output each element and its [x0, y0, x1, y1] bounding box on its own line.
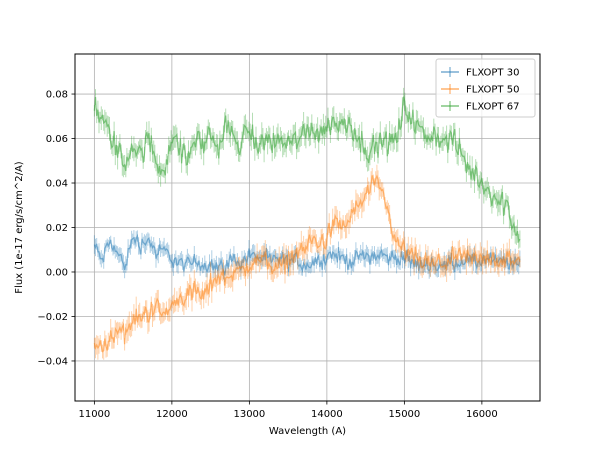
y-tick-label: −0.02 [37, 312, 68, 323]
series-line [93, 96, 521, 244]
y-tick-label: 0.08 [46, 90, 68, 101]
x-tick-label: 12000 [156, 409, 188, 420]
axis-ticks: 11000 12000 13000 14000 15000 16000 −0.04 −0.02… [37, 90, 497, 420]
x-tick-label: 15000 [388, 409, 420, 420]
y-tick-label: 0.06 [46, 134, 68, 145]
x-tick-label: 13000 [233, 409, 265, 420]
series-flxopt-50 [93, 164, 521, 360]
y-tick-label: −0.04 [37, 356, 68, 367]
series-layer [93, 87, 521, 360]
legend-label: FLXOPT 50 [466, 85, 519, 96]
series-flxopt-67 [93, 87, 521, 249]
y-tick-label: 0.02 [46, 223, 68, 234]
y-tick-label: 0.04 [46, 179, 68, 190]
legend: FLXOPT 30 FLXOPT 50 FLXOPT 67 [435, 58, 536, 118]
series-line [93, 233, 521, 276]
series-line [93, 174, 521, 353]
x-tick-label: 14000 [311, 409, 343, 420]
legend-label: FLXOPT 67 [466, 102, 519, 113]
x-axis-label: Wavelength (A) [269, 426, 346, 437]
y-tick-label: 0.00 [46, 267, 68, 278]
legend-box [435, 58, 536, 118]
x-tick-label: 16000 [466, 409, 498, 420]
x-tick-label: 11000 [78, 409, 110, 420]
y-axis-label: Flux (1e-17 erg/s/cm^2/A) [14, 161, 25, 293]
legend-label: FLXOPT 30 [466, 68, 519, 79]
